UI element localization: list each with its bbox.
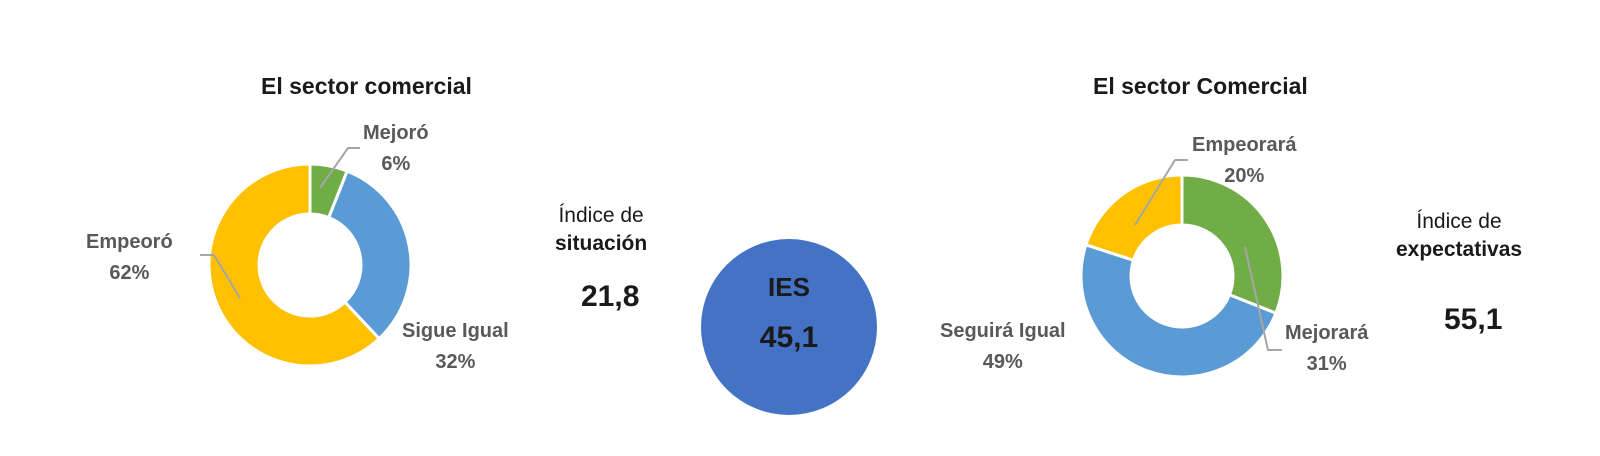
chart2-slice-seguira-igual <box>1079 242 1278 379</box>
expectativas-index-label: Índice de expectativas <box>1396 210 1522 262</box>
chart1-label-empeoro-value: 62% <box>109 262 150 284</box>
chart2-label-seguira-igual-value: 49% <box>982 351 1023 373</box>
chart2-slice-mejorara <box>1180 173 1285 316</box>
ies-circle: IES 45,1 <box>701 239 877 415</box>
ies-value: 45,1 <box>759 320 819 354</box>
chart1-label-sigue-igual: Sigue Igual 32% <box>402 316 509 378</box>
chart2-label-mejorara: Mejorará 31% <box>1285 318 1368 380</box>
expectativas-index-line2: expectativas <box>1396 238 1523 261</box>
chart1-donut <box>207 162 413 368</box>
chart1-slice-sigue-igual <box>326 169 413 341</box>
chart2-label-mejorara-name: Mejorará <box>1285 322 1369 344</box>
ies-label: IES <box>768 271 810 302</box>
chart1-slice-empeoro <box>207 162 382 368</box>
chart1-label-mejoro: Mejoró 6% <box>363 118 429 180</box>
expectativas-index-line1: Índice de <box>1416 210 1502 233</box>
expectativas-index-value: 55,1 <box>1444 303 1503 336</box>
situacion-index-line2: situación <box>555 232 648 255</box>
chart1-label-empeoro: Empeoró 62% <box>86 227 173 289</box>
chart1-label-sigue-igual-value: 32% <box>435 351 476 373</box>
chart2-title: El sector Comercial <box>1093 73 1308 99</box>
chart2-label-empeorara-name: Empeorará <box>1192 134 1297 156</box>
chart2-label-seguira-igual-name: Seguirá Igual <box>940 320 1066 342</box>
chart1-label-empeoro-name: Empeoró <box>86 231 173 253</box>
chart1-title: El sector comercial <box>261 73 472 99</box>
situacion-index-line1: Índice de <box>558 204 644 227</box>
chart2-slice-empeorara <box>1084 173 1184 263</box>
chart1-label-sigue-igual-name: Sigue Igual <box>402 320 509 342</box>
chart2-donut <box>1079 173 1285 379</box>
chart2-label-empeorara: Empeorará 20% <box>1192 130 1297 192</box>
chart2-label-mejorara-value: 31% <box>1306 353 1347 375</box>
chart2-label-empeorara-value: 20% <box>1224 165 1265 187</box>
situacion-index-value: 21,8 <box>581 280 640 313</box>
chart1-label-mejoro-value: 6% <box>381 153 411 175</box>
chart2-label-seguira-igual: Seguirá Igual 49% <box>940 316 1066 378</box>
situacion-index-label: Índice de situación <box>555 204 647 256</box>
chart1-label-mejoro-name: Mejoró <box>363 122 429 144</box>
